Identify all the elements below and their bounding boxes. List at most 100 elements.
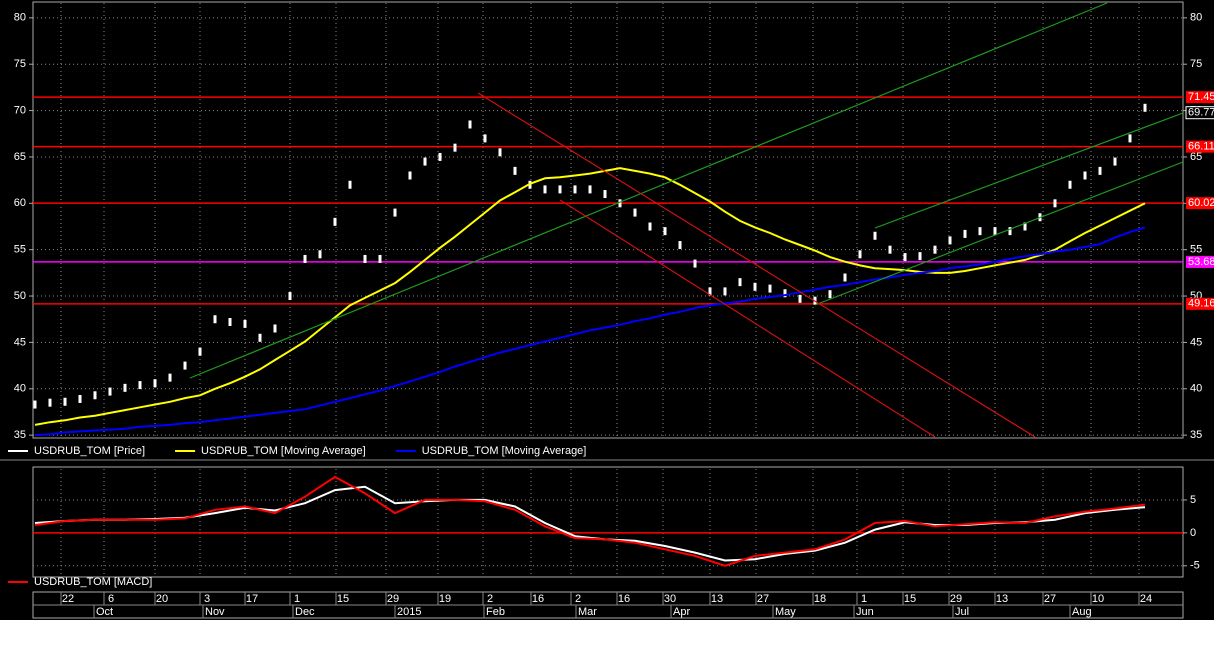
month-label: May xyxy=(775,606,796,618)
day-label: 30 xyxy=(664,593,676,605)
day-label: 29 xyxy=(387,593,399,605)
price-bar xyxy=(678,241,682,250)
legend-label: USDRUB_TOM [Moving Average] xyxy=(422,445,587,457)
price-bar xyxy=(453,143,457,152)
price-bar xyxy=(663,227,667,236)
day-label: 27 xyxy=(1044,593,1056,605)
price-bar xyxy=(318,250,322,259)
price-bar xyxy=(1068,180,1072,189)
y-tick-label: 55 xyxy=(1190,244,1202,256)
price-bar xyxy=(648,222,652,231)
price-bar xyxy=(333,217,337,226)
month-label: 2015 xyxy=(397,606,421,618)
day-label: 16 xyxy=(618,593,630,605)
month-label: Aug xyxy=(1072,606,1092,618)
day-label: 20 xyxy=(156,593,168,605)
price-bar xyxy=(1008,227,1012,236)
y-tick-label: 75 xyxy=(1190,58,1202,70)
month-label: Feb xyxy=(486,606,505,618)
price-bar xyxy=(378,254,382,263)
price-bar xyxy=(213,315,217,324)
price-bar xyxy=(93,391,97,400)
y-tick-label: 80 xyxy=(14,12,26,24)
day-label: 10 xyxy=(1092,593,1104,605)
day-label: 13 xyxy=(996,593,1008,605)
y-tick-label: 70 xyxy=(14,104,26,116)
price-bar xyxy=(1053,199,1057,208)
price-bar xyxy=(78,394,82,403)
day-label: 24 xyxy=(1140,593,1152,605)
level-box xyxy=(1186,255,1214,268)
day-label: 17 xyxy=(246,593,258,605)
price-bar xyxy=(828,290,832,299)
price-bar xyxy=(873,231,877,240)
price-bar xyxy=(438,152,442,161)
level-box xyxy=(1186,91,1214,104)
price-bar xyxy=(723,287,727,296)
macd-frame xyxy=(32,466,1184,578)
price-bar xyxy=(123,383,127,392)
price-bar xyxy=(1128,134,1132,143)
price-bar xyxy=(243,319,247,328)
price-bar xyxy=(1098,166,1102,175)
y-tick-label: 55 xyxy=(14,244,26,256)
level-label: 49.16 xyxy=(1188,298,1214,310)
price-bar xyxy=(138,381,142,390)
price-bar xyxy=(753,282,757,291)
level-label: 60.02 xyxy=(1188,197,1214,209)
price-bar xyxy=(978,227,982,236)
y-tick-label: 65 xyxy=(1190,151,1202,163)
price-bar xyxy=(888,245,892,254)
price-bar xyxy=(228,318,232,327)
y-tick-label: 45 xyxy=(1190,336,1202,348)
price-bar xyxy=(948,236,952,245)
price-bar xyxy=(423,157,427,166)
y-tick-label: 35 xyxy=(1190,429,1202,441)
price-frame xyxy=(32,1,1184,439)
background xyxy=(0,0,1214,620)
trend-line xyxy=(559,199,936,438)
price-bar xyxy=(543,185,547,194)
day-label: 6 xyxy=(108,593,114,605)
y-tick-label: 0 xyxy=(1190,527,1196,539)
price-bar xyxy=(273,324,277,333)
price-bar xyxy=(843,273,847,282)
day-label: 15 xyxy=(904,593,916,605)
y-tick-label: -5 xyxy=(1190,560,1200,572)
month-label: Oct xyxy=(96,606,113,618)
price-bar xyxy=(48,398,52,407)
month-label: Mar xyxy=(578,606,597,618)
y-tick-label: 75 xyxy=(14,58,26,70)
price-bar xyxy=(963,229,967,238)
day-label: 1 xyxy=(294,593,300,605)
level-label: 66.11 xyxy=(1188,141,1214,153)
legend-label: USDRUB_TOM [Price] xyxy=(34,445,145,457)
day-label: 29 xyxy=(950,593,962,605)
price-bar xyxy=(303,254,307,263)
day-label: 27 xyxy=(757,593,769,605)
price-bar xyxy=(1113,157,1117,166)
price-bar xyxy=(1143,103,1147,112)
y-tick-label: 35 xyxy=(14,429,26,441)
price-bar xyxy=(903,253,907,262)
day-label: 16 xyxy=(532,593,544,605)
legend-label: USDRUB_TOM [Moving Average] xyxy=(201,445,366,457)
price-bar xyxy=(33,400,37,409)
y-tick-label: 40 xyxy=(1190,383,1202,395)
trend-line xyxy=(189,2,1108,379)
month-label: Nov xyxy=(205,606,225,618)
price-bar xyxy=(498,148,502,157)
series-line xyxy=(34,226,1146,437)
y-tick-label: 80 xyxy=(1190,12,1202,24)
price-bar xyxy=(558,185,562,194)
price-bar xyxy=(408,171,412,180)
price-bar xyxy=(63,397,67,406)
day-label: 18 xyxy=(814,593,826,605)
month-label: Jun xyxy=(856,606,874,618)
last-label: 69.77 xyxy=(1188,107,1214,119)
price-bar xyxy=(768,284,772,293)
price-bar xyxy=(168,373,172,382)
price-bar xyxy=(603,190,607,199)
